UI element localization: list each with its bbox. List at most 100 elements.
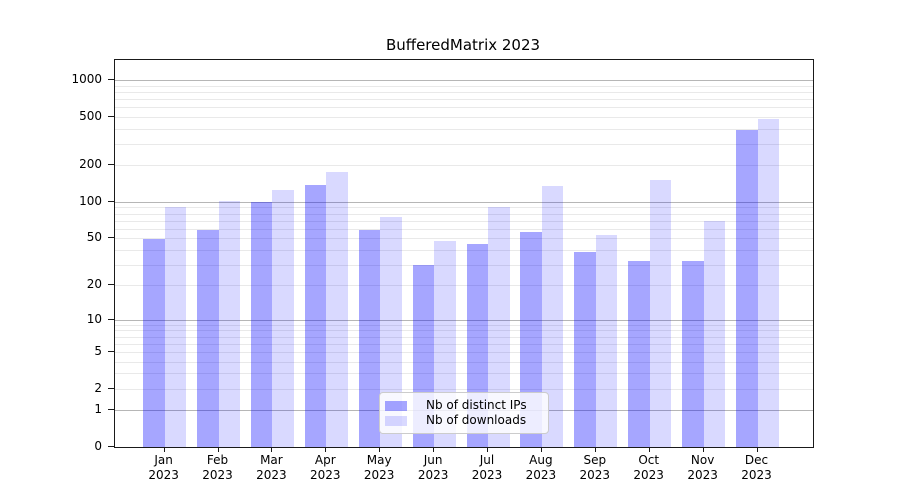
gridline-minor	[115, 351, 813, 353]
gridline-minor	[115, 336, 813, 338]
y-tick-mark	[108, 237, 114, 239]
gridline-minor	[115, 213, 813, 215]
bar-nov-downloads	[703, 221, 726, 447]
gridline-minor	[115, 249, 813, 251]
y-tick-mark	[108, 115, 114, 117]
y-tick-label: 0	[94, 439, 102, 453]
gridline-minor	[115, 165, 813, 167]
bar-sep-downloads	[595, 235, 618, 447]
x-tick-label-oct: Oct 2023	[633, 453, 664, 482]
gridline-minor	[115, 128, 813, 130]
gridline-minor	[115, 285, 813, 287]
legend-item-downloads: Nb of downloads	[385, 413, 540, 428]
gridline-minor	[115, 373, 813, 375]
gridline-major	[115, 201, 813, 203]
x-tick-mark	[702, 447, 704, 452]
y-tick-mark	[108, 446, 114, 447]
gridline-minor	[115, 220, 813, 222]
gridline-minor	[115, 91, 813, 93]
x-tick-mark	[648, 447, 650, 452]
legend-swatch-distinct-ips-icon	[385, 400, 407, 411]
x-tick-mark	[325, 447, 327, 452]
bar-oct-downloads	[649, 180, 672, 447]
bar-mar-downloads	[272, 190, 294, 447]
x-tick-label-apr: Apr 2023	[310, 453, 341, 482]
y-tick-mark	[108, 409, 114, 411]
x-tick-label-aug: Aug 2023	[525, 453, 557, 482]
x-tick-mark	[271, 447, 273, 452]
gridline-minor	[115, 343, 813, 345]
gridline-minor	[115, 143, 813, 145]
y-tick-label: 20	[86, 277, 102, 292]
x-tick-label-nov: Nov 2023	[687, 453, 718, 482]
y-tick-label: 10	[86, 311, 102, 326]
x-tick-mark	[540, 447, 542, 452]
x-tick-label-jul: Jul 2023	[471, 453, 503, 482]
y-tick-mark	[108, 200, 114, 202]
x-tick-label-jan: Jan 2023	[148, 453, 179, 482]
gridline-minor	[115, 228, 813, 230]
y-tick-label: 1	[94, 402, 102, 417]
y-tick-mark	[108, 164, 114, 166]
legend-item-distinct-ips: Nb of distinct IPs	[385, 398, 540, 413]
x-tick-label-dec: Dec 2023	[741, 453, 772, 482]
bar-oct-distinct-ips	[628, 261, 650, 447]
legend-label-distinct-ips: Nb of distinct IPs	[426, 398, 527, 412]
gridline-minor	[115, 361, 813, 363]
y-tick-label: 50	[86, 230, 102, 245]
legend-label-downloads: Nb of downloads	[426, 413, 527, 427]
bar-aug-downloads	[541, 186, 564, 447]
gridline-minor	[115, 85, 813, 87]
y-tick-label: 1000	[71, 71, 102, 86]
gridline-minor	[115, 238, 813, 240]
bar-dec-distinct-ips	[736, 130, 758, 447]
y-tick-mark	[108, 318, 114, 320]
x-tick-mark	[487, 447, 488, 452]
x-tick-mark	[433, 447, 435, 452]
y-tick-mark	[108, 284, 114, 286]
x-tick-mark	[379, 447, 381, 452]
bar-apr-downloads	[326, 171, 348, 447]
gridline-minor	[115, 264, 813, 266]
gridline-minor	[115, 98, 813, 100]
bar-feb-distinct-ips	[197, 230, 219, 447]
bar-apr-distinct-ips	[304, 184, 327, 447]
gridline-minor	[115, 107, 813, 109]
x-tick-mark	[594, 447, 596, 452]
bar-jul-downloads	[488, 206, 510, 447]
x-tick-label-may: May 2023	[363, 453, 395, 482]
y-tick-label: 500	[79, 108, 102, 123]
bar-jan-distinct-ips	[143, 239, 165, 447]
y-tick-label: 5	[94, 343, 102, 358]
bar-mar-distinct-ips	[250, 201, 273, 447]
gridline-major	[115, 319, 813, 321]
bar-may-downloads	[380, 216, 402, 447]
bar-jan-downloads	[164, 207, 187, 447]
gridline-minor	[115, 324, 813, 326]
y-tick-label: 100	[79, 193, 102, 208]
legend-swatch-downloads-icon	[385, 415, 407, 426]
x-tick-mark	[756, 447, 758, 452]
gridline-major	[115, 79, 813, 81]
x-tick-label-mar: Mar 2023	[256, 453, 287, 482]
y-tick-label: 2	[94, 380, 102, 395]
x-tick-label-feb: Feb 2023	[202, 453, 233, 482]
x-tick-mark	[163, 447, 165, 452]
y-tick-mark	[108, 387, 114, 389]
legend: Nb of distinct IPs Nb of downloads	[379, 392, 549, 434]
bar-nov-distinct-ips	[682, 261, 704, 447]
x-tick-mark	[217, 447, 219, 452]
gridline-minor	[115, 116, 813, 118]
bar-dec-downloads	[757, 119, 779, 447]
bar-sep-distinct-ips	[574, 252, 596, 447]
gridline-minor	[115, 207, 813, 209]
bar-feb-downloads	[218, 201, 240, 447]
gridline-minor	[115, 388, 813, 390]
y-tick-label: 200	[79, 157, 102, 172]
chart-title: BufferedMatrix 2023	[385, 36, 541, 54]
y-tick-mark	[108, 350, 114, 352]
plot-area	[114, 59, 814, 448]
y-tick-mark	[108, 78, 114, 80]
x-tick-label-sep: Sep 2023	[579, 453, 611, 482]
